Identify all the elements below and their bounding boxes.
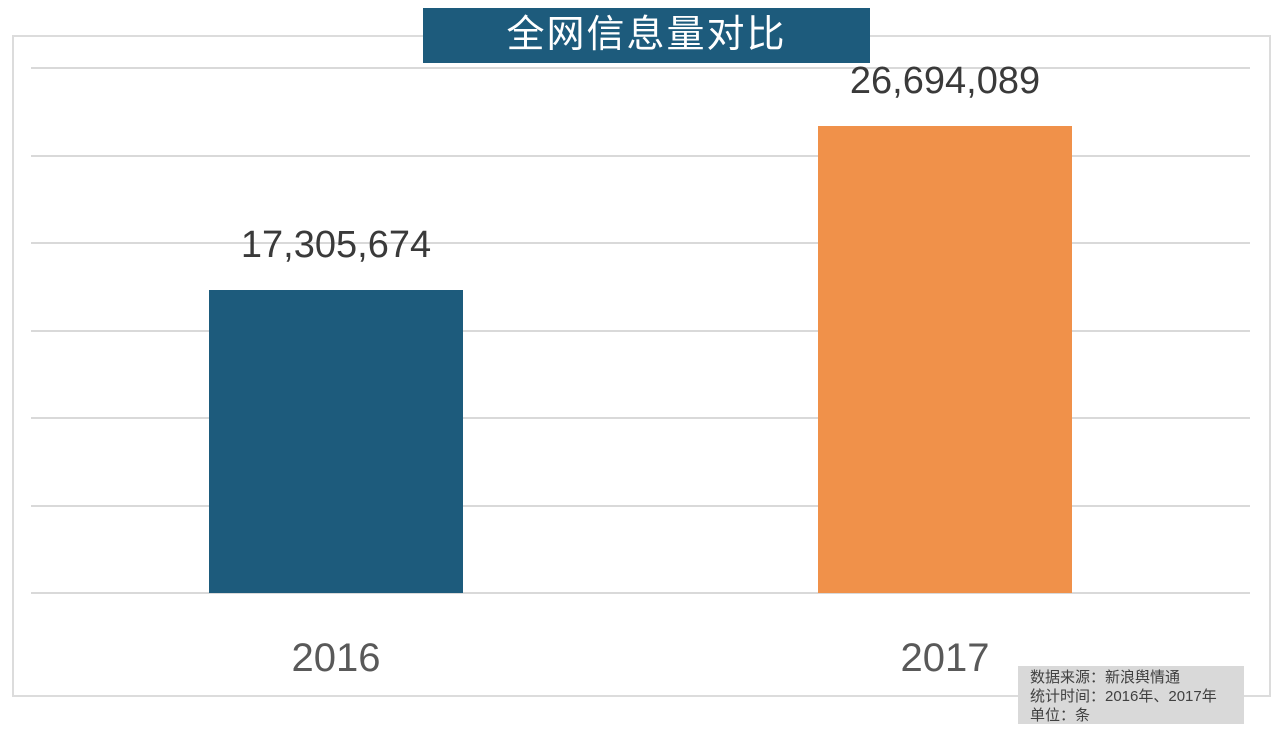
gridline (31, 154, 1250, 157)
stats-period-line: 统计时间：2016年、2017年 (1030, 688, 1217, 705)
data-source-note: 数据来源：新浪舆情通 统计时间：2016年、2017年 单位：条 (1018, 666, 1244, 724)
source-line: 数据来源：新浪舆情通 (1030, 669, 1181, 686)
gridline (31, 504, 1250, 507)
chart-title: 全网信息量对比 (506, 14, 787, 56)
chart-frame (12, 35, 1271, 697)
chart-title-banner: 全网信息量对比 (423, 8, 870, 63)
gridline (31, 67, 1250, 69)
gridline (31, 417, 1250, 419)
gridline (31, 329, 1250, 332)
gridline (31, 242, 1250, 244)
gridline (31, 592, 1250, 594)
unit-line: 单位：条 (1030, 707, 1091, 724)
